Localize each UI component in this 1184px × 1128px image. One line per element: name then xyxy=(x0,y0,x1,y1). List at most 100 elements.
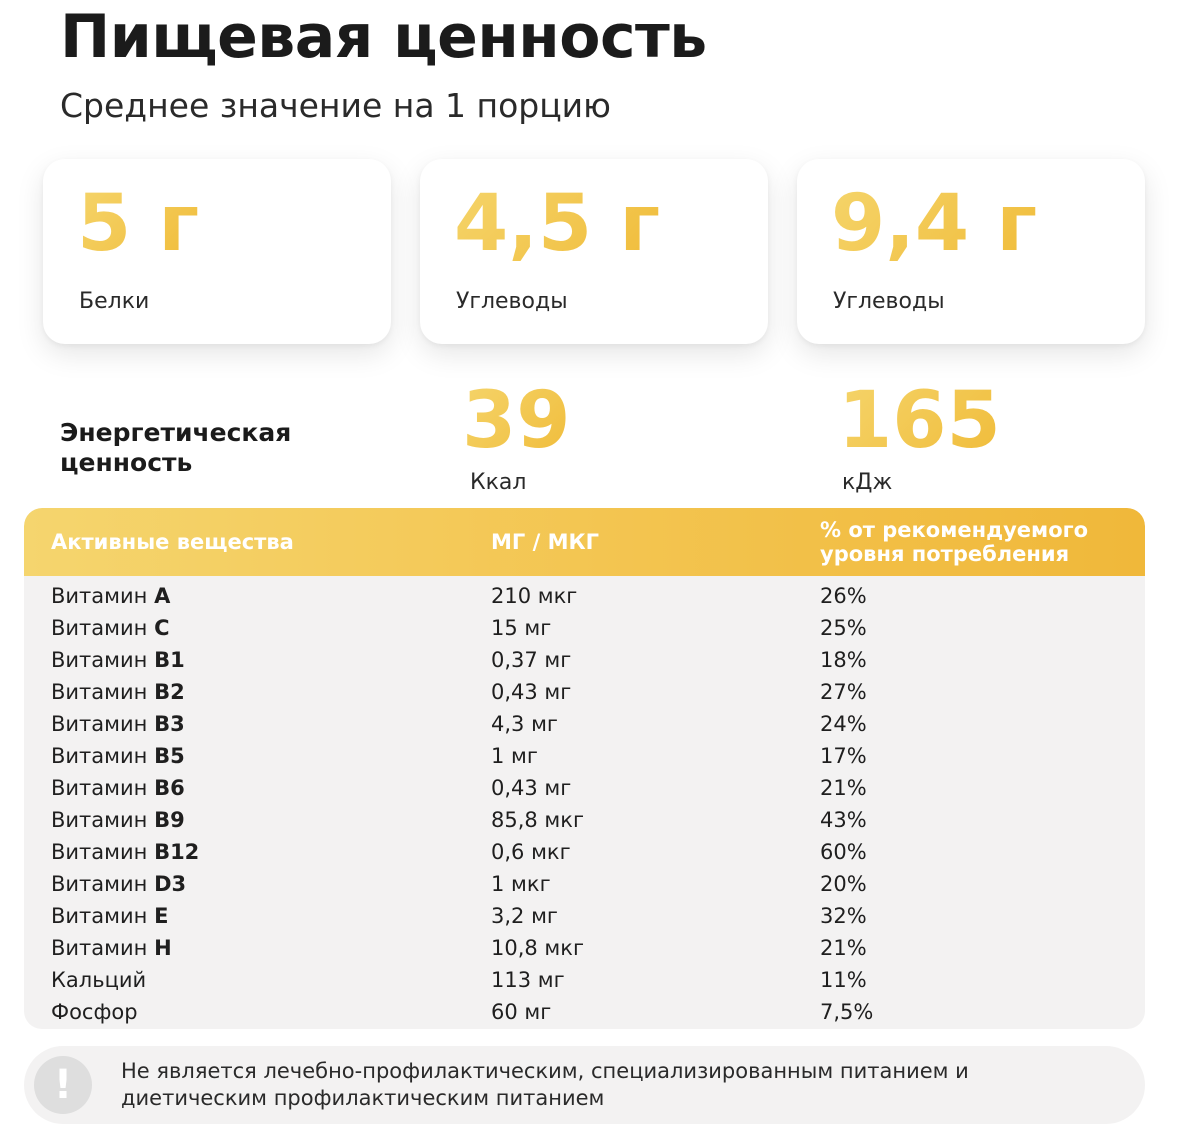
substance-percent: 17% xyxy=(820,744,867,768)
substance-amount: 0,6 мкг xyxy=(491,840,571,864)
kcal-value: 39 xyxy=(462,376,571,466)
disclaimer-text: Не является лечебно-профилактическим, сп… xyxy=(121,1059,969,1110)
carbs-card: 4,5 г Углеводы xyxy=(420,159,768,344)
disclaimer-note: ! Не является лечебно-профилактическим, … xyxy=(24,1046,1145,1124)
substance-name: Витамин B1 xyxy=(51,644,185,676)
table-header: Активные вещества МГ / МКГ % от рекоменд… xyxy=(24,508,1145,576)
substance-percent: 21% xyxy=(820,936,867,960)
substance-code: E xyxy=(154,904,169,928)
substance-amount: 210 мкг xyxy=(491,584,578,608)
substance-code: C xyxy=(154,616,170,640)
substance-percent: 25% xyxy=(820,616,867,640)
substance-percent: 60% xyxy=(820,840,867,864)
substance-code: B12 xyxy=(154,840,200,864)
kcal-unit: Ккал xyxy=(470,470,527,495)
table-row: Витамин B12 0,6 мкг 60% xyxy=(24,836,1145,868)
header-substances: Активные вещества xyxy=(51,530,294,554)
exclamation-icon: ! xyxy=(34,1056,92,1114)
protein-card: 5 г Белки xyxy=(43,159,391,344)
substance-code: B5 xyxy=(154,744,185,768)
substance-name: Витамин B12 xyxy=(51,836,199,868)
substance-name: Витамин B9 xyxy=(51,804,185,836)
substance-amount: 4,3 мг xyxy=(491,712,558,736)
table-row: Витамин B2 0,43 мг 27% xyxy=(24,676,1145,708)
kj-unit: кДж xyxy=(842,470,893,495)
substance-amount: 0,43 мг xyxy=(491,680,572,704)
substance-amount: 15 мг xyxy=(491,616,552,640)
table-row: Витамин H 10,8 мкг 21% xyxy=(24,932,1145,964)
substance-name: Витамин A xyxy=(51,580,170,612)
energy-label: Энергетическая ценность xyxy=(60,418,292,477)
nutrients-table: Активные вещества МГ / МКГ % от рекоменд… xyxy=(24,508,1145,1029)
substance-code: H xyxy=(154,936,172,960)
substance-percent: 18% xyxy=(820,648,867,672)
substance-name: Кальций xyxy=(51,964,146,996)
substance-code: B2 xyxy=(154,680,185,704)
substance-percent: 11% xyxy=(820,968,867,992)
substance-name: Витамин H xyxy=(51,932,172,964)
substance-percent: 43% xyxy=(820,808,867,832)
carbs-card-2: 9,4 г Углеводы xyxy=(797,159,1145,344)
table-row: Витамин B6 0,43 мг 21% xyxy=(24,772,1145,804)
substance-percent: 21% xyxy=(820,776,867,800)
substance-code: B6 xyxy=(154,776,185,800)
table-row: Витамин E 3,2 мг 32% xyxy=(24,900,1145,932)
substance-prefix: Витамин xyxy=(51,616,155,640)
substance-prefix: Витамин xyxy=(51,840,155,864)
substance-prefix: Кальций xyxy=(51,968,147,992)
protein-label: Белки xyxy=(79,289,150,314)
substance-code: B3 xyxy=(154,712,185,736)
carbs-value: 4,5 г xyxy=(454,179,661,269)
substance-prefix: Витамин xyxy=(51,904,155,928)
substance-prefix: Фосфор xyxy=(51,1000,138,1024)
protein-value: 5 г xyxy=(77,179,200,269)
substance-prefix: Витамин xyxy=(51,712,155,736)
substance-prefix: Витамин xyxy=(51,872,155,896)
substance-percent: 26% xyxy=(820,584,867,608)
page-subtitle: Среднее значение на 1 порцию xyxy=(60,86,611,125)
substance-name: Витамин E xyxy=(51,900,168,932)
substance-name: Витамин B6 xyxy=(51,772,185,804)
substance-percent: 7,5% xyxy=(820,1000,874,1024)
substance-prefix: Витамин xyxy=(51,680,155,704)
carbs-label-2: Углеводы xyxy=(833,289,945,314)
table-row: Витамин B3 4,3 мг 24% xyxy=(24,708,1145,740)
substance-name: Фосфор xyxy=(51,996,138,1028)
substance-prefix: Витамин xyxy=(51,776,155,800)
table-row: Фосфор 60 мг 7,5% xyxy=(24,996,1145,1028)
substance-name: Витамин D3 xyxy=(51,868,186,900)
carbs-label: Углеводы xyxy=(456,289,568,314)
substance-amount: 0,43 мг xyxy=(491,776,572,800)
substance-name: Витамин B2 xyxy=(51,676,185,708)
substance-amount: 1 мг xyxy=(491,744,538,768)
substance-percent: 24% xyxy=(820,712,867,736)
substance-prefix: Витамин xyxy=(51,648,155,672)
table-row: Витамин A 210 мкг 26% xyxy=(24,580,1145,612)
table-row: Витамин D3 1 мкг 20% xyxy=(24,868,1145,900)
substance-amount: 3,2 мг xyxy=(491,904,558,928)
table-row: Витамин B1 0,37 мг 18% xyxy=(24,644,1145,676)
table-row: Витамин C 15 мг 25% xyxy=(24,612,1145,644)
table-row: Кальций 113 мг 11% xyxy=(24,964,1145,996)
substance-prefix: Витамин xyxy=(51,744,155,768)
substance-code: B1 xyxy=(154,648,185,672)
substance-code: A xyxy=(154,584,171,608)
substance-amount: 85,8 мкг xyxy=(491,808,584,832)
substance-percent: 27% xyxy=(820,680,867,704)
substance-percent: 32% xyxy=(820,904,867,928)
header-amount: МГ / МКГ xyxy=(491,530,600,554)
substance-code: B9 xyxy=(154,808,185,832)
header-percent: % от рекомендуемого уровня потребления xyxy=(820,518,1089,566)
kj-value: 165 xyxy=(838,376,1001,466)
substance-percent: 20% xyxy=(820,872,867,896)
substance-amount: 0,37 мг xyxy=(491,648,572,672)
substance-prefix: Витамин xyxy=(51,936,155,960)
substance-name: Витамин B5 xyxy=(51,740,185,772)
substance-prefix: Витамин xyxy=(51,808,155,832)
page-title: Пищевая ценность xyxy=(60,2,707,72)
substance-prefix: Витамин xyxy=(51,584,155,608)
substance-name: Витамин C xyxy=(51,612,169,644)
table-body: Витамин A 210 мкг 26% Витамин C 15 мг 25% Вита… xyxy=(24,580,1145,1028)
substance-amount: 1 мкг xyxy=(491,872,551,896)
substance-amount: 113 мг xyxy=(491,968,565,992)
